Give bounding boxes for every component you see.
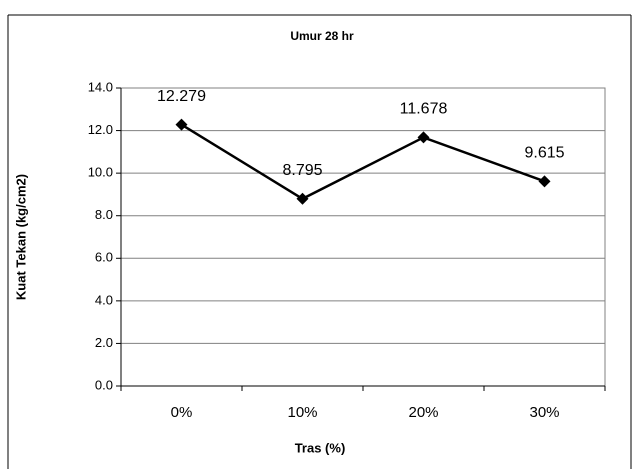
data-label: 9.615 [524,145,564,162]
chart-title: Umur 28 hr [290,29,354,43]
series-line [180,123,545,201]
x-tick-label: 30% [529,404,559,421]
y-tick-label: 0.0 [95,377,113,392]
y-axis-title: Kuat Tekan (kg/cm2) [13,174,28,300]
data-label: 12.279 [157,88,206,105]
y-tick-label: 6.0 [95,250,113,265]
x-tick-label: 10% [287,404,317,421]
data-point [538,175,551,188]
x-axis-title: Tras (%) [295,440,346,455]
data-point [417,131,430,144]
x-tick-label: 20% [408,404,438,421]
data-point [296,192,309,205]
data-label: 11.678 [400,101,448,118]
y-tick-label: 4.0 [95,292,113,307]
y-tick-label: 2.0 [95,335,113,350]
y-tick-label: 8.0 [95,207,113,222]
y-tick-label: 14.0 [88,79,113,94]
data-point [175,118,188,131]
x-tick-label: 0% [171,404,193,421]
y-tick-label: 12.0 [88,122,113,137]
y-tick-label: 10.0 [88,165,113,180]
data-label: 8.795 [282,162,322,179]
